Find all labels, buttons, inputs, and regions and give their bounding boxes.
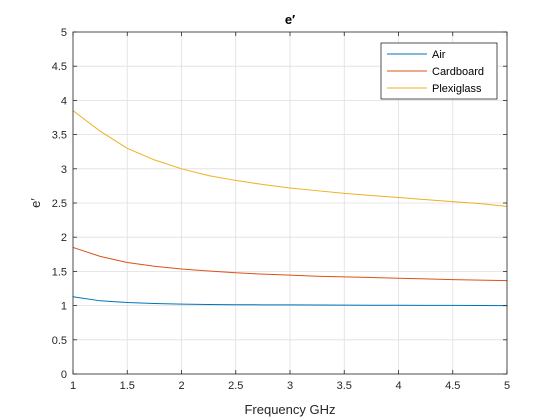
x-tick-label: 4.5 [445,380,460,392]
y-tick-label: 1.5 [52,266,67,278]
x-tick-label: 5 [504,380,510,392]
x-tick-label: 4 [395,380,401,392]
y-tick-label: 0 [61,369,67,381]
y-tick-label: 4 [61,95,67,107]
legend-label-plexiglass: Plexiglass [432,83,482,95]
y-tick-label: 1 [61,301,67,313]
y-axis-label: e′ [28,198,43,208]
grid [72,31,508,375]
tick-labels: 1 1.5 2 2.5 3 3.5 4 4.5 5 0 0.5 1 1.5 2 2.5 3 3.5 4 4.5 5 [52,27,510,392]
x-axis-label: Frequency GHz [244,402,335,417]
y-tick-label: 2.5 [52,198,67,210]
legend-label-air: Air [432,49,446,61]
y-tick-label: 4.5 [52,61,67,73]
y-tick-label: 3 [61,164,67,176]
x-tick-label: 1 [70,380,76,392]
y-tick-label: 2 [61,232,67,244]
y-tick-label: 0.5 [52,335,67,347]
series-layer [72,110,508,307]
x-tick-label: 3.5 [337,380,352,392]
chart-title: e′ [285,12,295,27]
y-tick-label: 3.5 [52,130,67,142]
legend-label-cardboard: Cardboard [432,66,484,78]
x-tick-label: 3 [287,380,293,392]
ticks [72,31,508,375]
legend: Air Cardboard Plexiglass [380,42,498,100]
x-tick-label: 2.5 [228,380,243,392]
series-line-air [72,296,508,307]
series-line-plexiglass [72,110,508,207]
x-tick-label: 1.5 [120,380,135,392]
x-tick-label: 2 [178,380,184,392]
series-line-cardboard [72,246,508,282]
y-tick-label: 5 [61,27,67,39]
